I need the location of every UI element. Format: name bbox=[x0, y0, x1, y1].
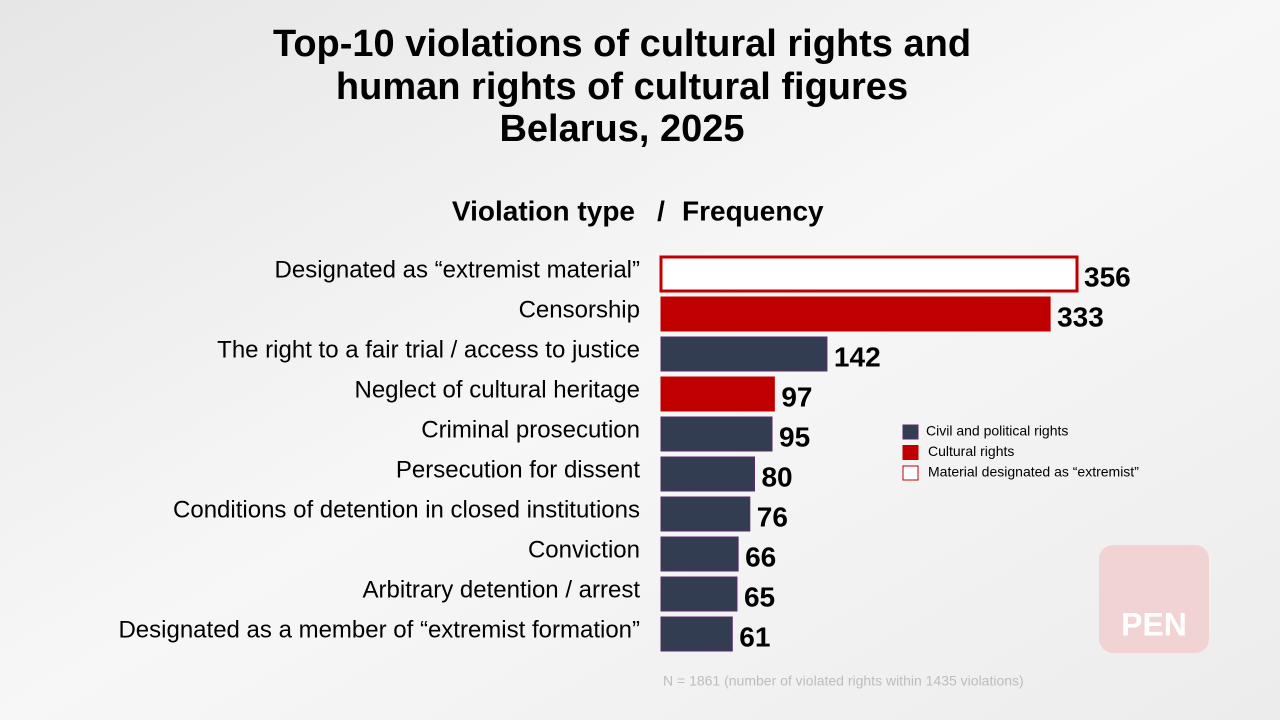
legend-swatch bbox=[902, 424, 919, 440]
subtitle: / bbox=[657, 195, 665, 226]
value-label: 142 bbox=[834, 341, 881, 372]
bar bbox=[660, 576, 738, 612]
bar bbox=[659, 255, 1079, 293]
value-label: 80 bbox=[761, 461, 792, 492]
legend-swatch bbox=[902, 465, 919, 481]
bar bbox=[660, 296, 1051, 332]
category-label: Conditions of detention in closed instit… bbox=[173, 496, 640, 523]
bar bbox=[660, 496, 751, 532]
value-label: 66 bbox=[745, 541, 776, 572]
value-label: 97 bbox=[781, 381, 812, 412]
logo bbox=[1099, 545, 1209, 653]
category-label: Censorship bbox=[519, 296, 640, 323]
legend-label: Material designated as “extremist” bbox=[928, 464, 1139, 480]
chart-title: human rights of cultural figures bbox=[336, 66, 908, 108]
value-label: 333 bbox=[1057, 301, 1104, 332]
bar bbox=[660, 616, 733, 652]
category-label: Conviction bbox=[528, 536, 640, 563]
category-label: Criminal prosecution bbox=[421, 416, 640, 443]
value-label: 61 bbox=[739, 621, 770, 652]
bar bbox=[660, 336, 828, 372]
bar bbox=[660, 456, 755, 492]
value-label: 95 bbox=[779, 421, 810, 452]
note: N = 1861 (number of violated rights with… bbox=[663, 673, 1024, 689]
bar bbox=[660, 376, 775, 412]
legend-swatch bbox=[902, 445, 919, 460]
category-label: Persecution for dissent bbox=[396, 456, 640, 483]
category-label: Designated as a member of “extremist for… bbox=[118, 616, 640, 643]
value-label: 65 bbox=[744, 581, 775, 612]
category-label: Neglect of cultural heritage bbox=[355, 376, 641, 403]
category-label: Designated as “extremist material” bbox=[275, 256, 640, 283]
legend-label: Civil and political rights bbox=[926, 423, 1068, 439]
category-label: Arbitrary detention / arrest bbox=[363, 576, 641, 603]
logo-text: PEN bbox=[1121, 606, 1187, 642]
value-label: 356 bbox=[1084, 261, 1131, 292]
value-label: 76 bbox=[757, 501, 788, 532]
bar bbox=[660, 536, 739, 572]
legend-label: Cultural rights bbox=[928, 443, 1014, 459]
chart-title: Belarus, 2025 bbox=[499, 108, 744, 150]
subtitle: Violation type bbox=[452, 195, 635, 226]
bar bbox=[660, 416, 773, 452]
category-label: The right to a fair trial / access to ju… bbox=[217, 336, 640, 363]
chart-title: Top-10 violations of cultural rights and bbox=[273, 23, 971, 65]
subtitle: Frequency bbox=[682, 195, 824, 226]
